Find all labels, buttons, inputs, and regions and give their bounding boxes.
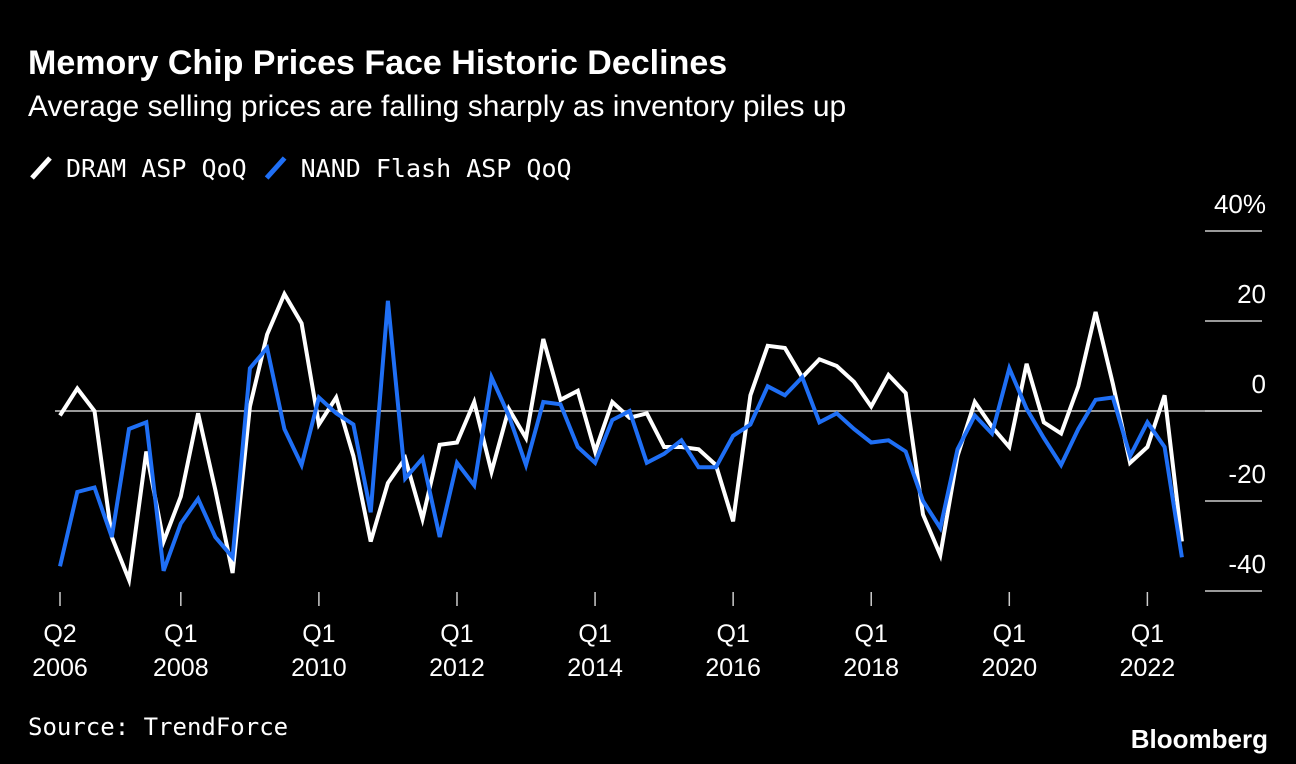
x-tick-label: Q1 2018: [843, 620, 899, 682]
legend-swatch: [30, 156, 52, 180]
y-tick-label: -20: [1228, 459, 1266, 489]
x-tick-label: Q1 2008: [153, 620, 209, 682]
y-tick-label: 20: [1237, 279, 1266, 309]
legend-label: DRAM ASP QoQ: [66, 154, 247, 183]
x-tick-label: Q1 2012: [429, 620, 485, 682]
source: Source: TrendForce: [28, 713, 288, 741]
brand: Bloomberg: [1131, 724, 1268, 754]
series-line: [58, 300, 1184, 572]
x-tick-label: Q1 2020: [981, 620, 1037, 682]
x-tick-label: Q1 2014: [567, 620, 623, 682]
legend-swatch: [264, 156, 287, 180]
legend-label: NAND Flash ASP QoQ: [301, 154, 572, 183]
x-tick-label: Q1 2010: [291, 620, 347, 682]
x-tick-label: Q2 2006: [32, 620, 88, 682]
y-tick-label: 40%: [1214, 189, 1266, 219]
series-line: [58, 289, 1184, 588]
y-tick-label: 0: [1252, 369, 1266, 399]
x-tick-label: Q1 2022: [1120, 620, 1176, 682]
y-tick-label: -40: [1228, 549, 1266, 579]
x-tick-label: Q1 2016: [705, 620, 761, 682]
chart-subtitle: Average selling prices are falling sharp…: [28, 90, 846, 123]
chart-title: Memory Chip Prices Face Historic Decline…: [28, 44, 727, 82]
